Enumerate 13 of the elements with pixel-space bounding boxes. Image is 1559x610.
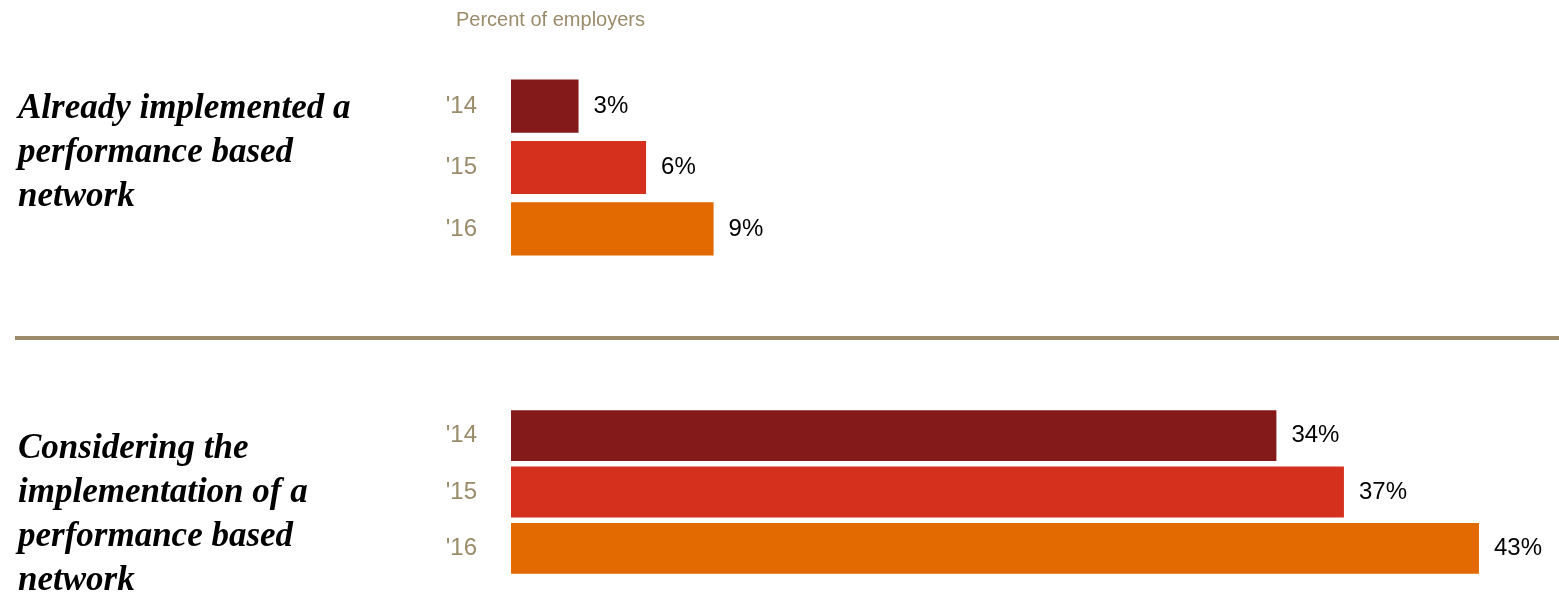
data-label: 43%: [1494, 533, 1543, 561]
data-label: 34%: [1291, 420, 1340, 448]
y-tick-label: '16: [445, 213, 477, 241]
data-label: 6%: [661, 152, 696, 180]
data-label: 9%: [728, 213, 764, 241]
data-label: 37%: [1358, 476, 1407, 504]
y-tick-label: '15: [445, 152, 477, 180]
y-tick-label: '14: [445, 90, 477, 118]
chart-subtitle: Percent of employers: [456, 8, 645, 31]
y-tick-label: '14: [445, 420, 477, 448]
y-tick-label: '15: [445, 476, 477, 504]
data-label: 3%: [593, 90, 629, 118]
y-tick-label: '16: [445, 533, 477, 561]
